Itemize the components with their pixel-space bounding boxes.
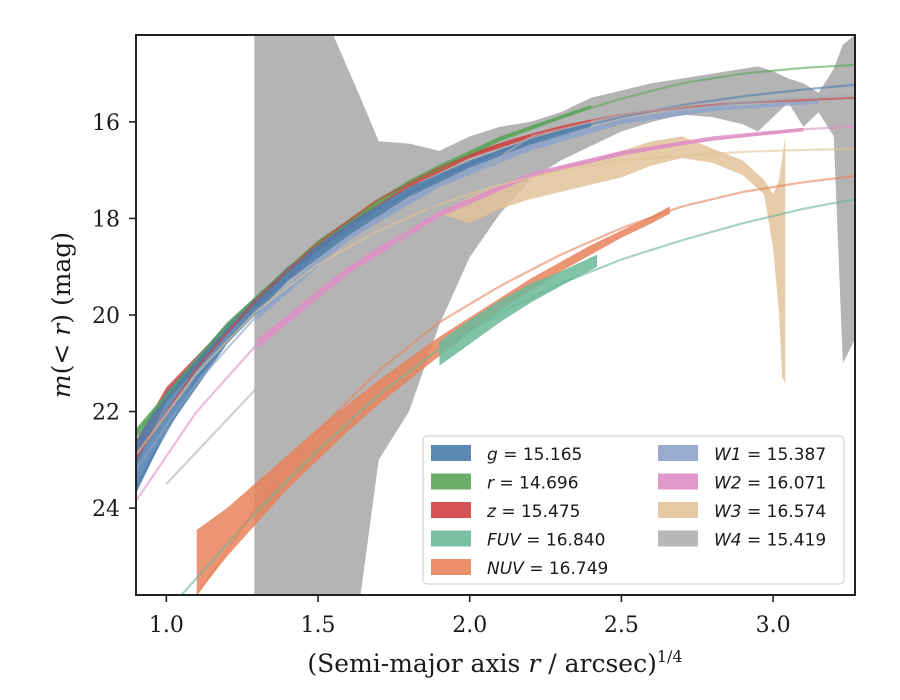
- plot-area: [136, 35, 855, 595]
- legend-entry: W1 = 15.387: [658, 445, 826, 465]
- legend-entries: g = 15.165 r = 14.696 z = 15.475 FUV = 16.8…: [431, 445, 826, 579]
- legend-label: r = 14.696: [487, 474, 579, 494]
- fit-line-r: [136, 63, 855, 434]
- legend: g = 15.165 r = 14.696 z = 15.475 FUV = 16.8…: [422, 435, 845, 585]
- legend-swatch: [431, 530, 471, 547]
- band-W3: [439, 136, 786, 383]
- legend-entry: FUV = 16.840: [431, 530, 605, 551]
- fit-line-W4: [165, 94, 855, 485]
- fit-line-W2: [136, 125, 855, 502]
- legend-swatch: [431, 473, 471, 490]
- band-FUV: [439, 254, 598, 366]
- fit-curves: [136, 63, 855, 595]
- y-axis-label: m(< r) (mag): [47, 232, 76, 398]
- legend-swatch: [658, 530, 698, 547]
- x-tick-label: 3.0: [756, 613, 791, 638]
- y-tick-label: 24: [92, 497, 120, 522]
- y-tick-label: 16: [92, 111, 120, 136]
- legend-swatch: [658, 445, 698, 461]
- legend-label: W4 = 15.419: [714, 531, 826, 551]
- fit-line-FUV: [180, 198, 855, 595]
- y-tick-label: 18: [92, 207, 120, 232]
- x-tick-label: 1.5: [301, 613, 336, 638]
- x-axis-label: (Semi-major axis r / arcsec)1/4: [307, 647, 682, 678]
- legend-swatch: [431, 445, 471, 461]
- legend-frame: [422, 435, 845, 585]
- legend-entry: r = 14.696: [431, 473, 579, 494]
- x-tick-label: 1.0: [149, 613, 184, 638]
- y-tick-label: 22: [92, 401, 120, 426]
- legend-label: W1 = 15.387: [714, 445, 826, 465]
- legend-swatch: [658, 473, 698, 490]
- legend-swatch: [658, 502, 698, 518]
- legend-label: W3 = 16.574: [714, 502, 826, 522]
- legend-label: z = 15.475: [486, 502, 580, 522]
- y-tick-label: 20: [92, 304, 120, 329]
- legend-entry: W3 = 16.574: [658, 502, 826, 522]
- legend-label: W2 = 16.071: [714, 474, 826, 494]
- x-tick-label: 2.0: [452, 613, 487, 638]
- legend-entry: NUV = 16.749: [431, 559, 608, 579]
- legend-swatch: [431, 559, 471, 575]
- legend-swatch: [431, 502, 471, 518]
- x-axis: 1.0 1.5 2.0 2.5 3.0: [149, 595, 791, 638]
- legend-entry: W4 = 15.419: [658, 530, 826, 551]
- legend-label: g = 15.165: [487, 445, 582, 465]
- fit-line-NUV: [195, 174, 855, 595]
- x-tick-label: 2.5: [604, 613, 639, 638]
- band-W4: [254, 35, 855, 595]
- legend-entry: W2 = 16.071: [658, 473, 826, 494]
- legend-label: NUV = 16.749: [487, 559, 608, 579]
- legend-label: FUV = 16.840: [487, 531, 605, 551]
- fit-line-W3: [136, 147, 855, 456]
- legend-entry: g = 15.165: [431, 445, 582, 465]
- fit-line-g: [136, 83, 855, 487]
- y-axis: 16 18 20 22 24: [92, 111, 136, 522]
- legend-entry: z = 15.475: [431, 502, 580, 522]
